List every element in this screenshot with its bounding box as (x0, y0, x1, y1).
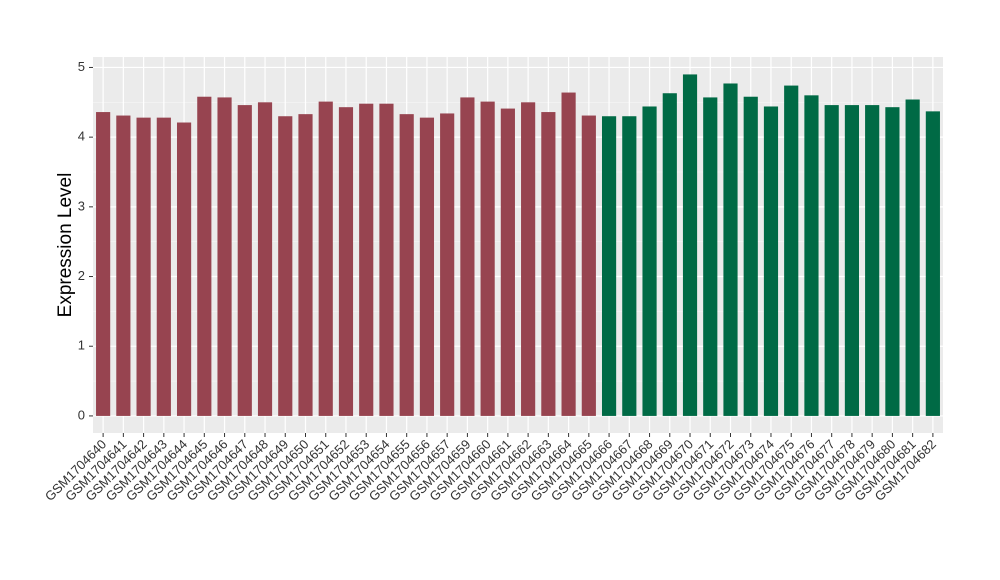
bar (318, 101, 333, 416)
bar (723, 83, 738, 416)
bar (217, 97, 232, 416)
bar (925, 111, 940, 416)
bar (156, 117, 171, 416)
y-tick-label: 1 (78, 338, 85, 353)
bar (136, 117, 151, 416)
y-axis-title: Expression Level (55, 173, 76, 318)
bar (642, 106, 657, 416)
bar (399, 114, 414, 416)
bar (197, 96, 212, 416)
bar (257, 102, 273, 416)
bar (278, 116, 293, 416)
bar (703, 97, 718, 416)
bar (440, 113, 455, 416)
y-tick-label: 3 (78, 198, 85, 213)
panel (93, 57, 943, 433)
bar (905, 99, 920, 416)
bar (298, 114, 313, 416)
bar (804, 95, 819, 416)
y-tick-label: 4 (78, 129, 85, 144)
bar (359, 103, 374, 416)
bar (96, 112, 111, 416)
bar (763, 106, 779, 416)
bar (824, 105, 839, 416)
bar (622, 116, 637, 416)
bar (237, 105, 252, 416)
bar (662, 93, 677, 416)
bar (682, 74, 698, 416)
bar (379, 103, 394, 416)
bar (176, 122, 192, 416)
bar (601, 116, 617, 416)
bar (844, 105, 860, 416)
bar (500, 108, 515, 416)
bar (581, 115, 596, 416)
bar (460, 97, 475, 416)
y-tick-label: 0 (78, 407, 85, 422)
bar (419, 117, 435, 416)
bar (865, 105, 880, 416)
bar (561, 92, 576, 416)
bar (885, 107, 900, 416)
bar (521, 102, 536, 416)
bar (338, 107, 354, 416)
y-tick-label: 5 (78, 59, 85, 74)
bar (541, 112, 556, 416)
bar (480, 101, 495, 416)
bar (116, 115, 131, 416)
y-tick-label: 2 (78, 268, 85, 283)
bar (743, 96, 758, 416)
bar (784, 85, 799, 416)
